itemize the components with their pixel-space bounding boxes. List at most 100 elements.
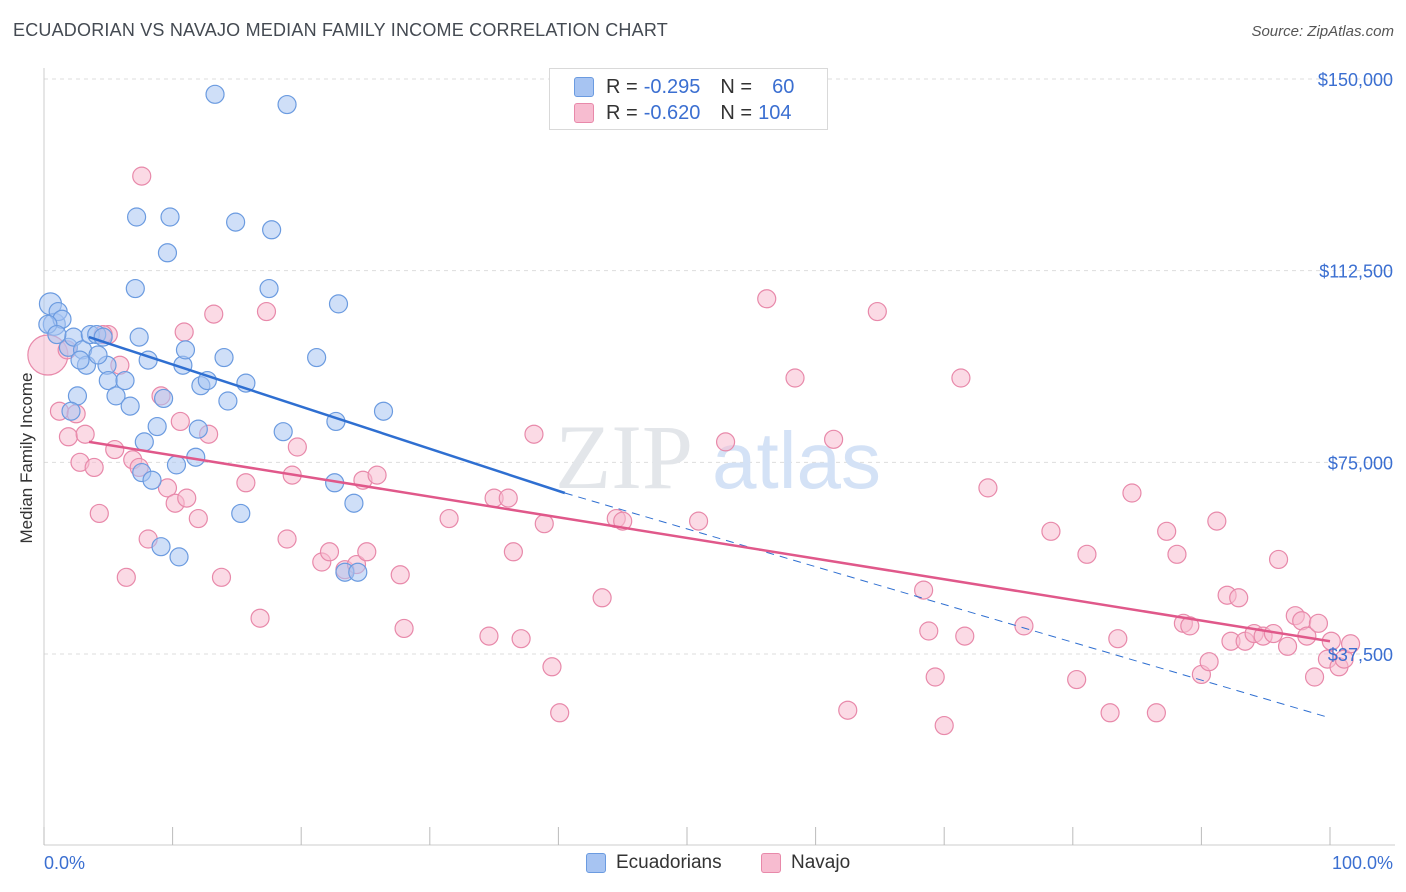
point-navajo	[319, 542, 340, 562]
point-navajo	[250, 608, 270, 628]
tick-labels: $37,500 $75,000 $112,500 $150,000 0.0% 100.0%	[44, 70, 1393, 873]
point-navajo	[867, 301, 887, 322]
legend-n-label: N =	[720, 101, 753, 124]
y-tick-label: $150,000	[1318, 70, 1393, 90]
legend-n-value: 60	[772, 75, 795, 98]
chart-title: ECUADORIAN VS NAVAJO MEDIAN FAMILY INCOM…	[13, 20, 668, 40]
point-navajo	[1122, 483, 1142, 503]
point-navajo	[757, 289, 777, 309]
point-navajo	[390, 565, 410, 585]
point-ecuadorians	[166, 455, 187, 475]
point-navajo	[177, 488, 197, 508]
point-ecuadorians	[120, 396, 140, 416]
point-navajo	[1067, 669, 1087, 690]
point-ecuadorians	[277, 94, 297, 115]
point-navajo	[1308, 613, 1329, 633]
trend-lines	[88, 335, 1331, 719]
point-ecuadorians	[70, 350, 90, 370]
point-navajo	[277, 529, 297, 549]
point-navajo	[542, 657, 562, 677]
point-navajo	[75, 424, 95, 444]
point-navajo	[188, 508, 208, 529]
point-navajo	[1100, 703, 1120, 723]
point-ecuadorians	[125, 278, 145, 299]
point-navajo	[524, 424, 544, 444]
grid-lines	[44, 78, 1395, 655]
point-ecuadorians	[61, 401, 81, 421]
point-navajo	[1157, 521, 1177, 541]
point-navajo	[934, 715, 954, 736]
point-navajo	[84, 457, 104, 478]
data-points	[27, 84, 1361, 736]
series-legend: Ecuadorians Navajo	[0, 852, 1406, 876]
point-ecuadorians	[126, 207, 147, 227]
point-navajo	[170, 411, 190, 432]
point-navajo	[116, 567, 136, 587]
point-navajo	[1277, 636, 1298, 656]
point-ecuadorians	[348, 562, 368, 582]
watermark-atlas: atlas	[712, 416, 881, 505]
point-navajo	[287, 437, 307, 457]
point-navajo	[174, 322, 194, 342]
point-navajo	[919, 621, 939, 641]
series-legend-navajo[interactable]: Navajo	[761, 852, 850, 874]
point-navajo	[256, 301, 277, 322]
point-ecuadorians	[273, 422, 293, 442]
point-navajo	[1180, 616, 1200, 636]
point-navajo	[592, 588, 612, 608]
point-navajo	[105, 439, 125, 460]
point-ecuadorians	[151, 537, 171, 557]
point-navajo	[357, 542, 377, 562]
point-navajo	[204, 304, 224, 324]
point-ecuadorians	[157, 243, 178, 263]
point-navajo	[715, 432, 736, 452]
legend-r-label: R =	[606, 101, 638, 124]
point-ecuadorians	[115, 370, 135, 391]
point-navajo	[511, 629, 531, 649]
point-navajo	[89, 503, 109, 524]
legend-r-value: -0.620	[643, 101, 701, 124]
point-ecuadorians	[231, 503, 251, 524]
legend-n-value: 104	[758, 101, 792, 124]
point-ecuadorians	[134, 432, 154, 452]
point-ecuadorians	[160, 207, 180, 227]
point-ecuadorians	[175, 340, 196, 360]
point-ecuadorians	[214, 347, 234, 368]
point-ecuadorians	[169, 547, 189, 567]
watermark: ZIP atlas	[555, 406, 881, 508]
point-navajo	[1041, 521, 1061, 541]
point-navajo	[132, 166, 152, 186]
point-ecuadorians	[328, 294, 349, 314]
legend-row-navajo: R = -0.620 N = 104	[574, 100, 791, 126]
correlation-legend: R = -0.295 N = 60 R = -0.620 N = 104	[549, 68, 828, 130]
trend-line-navajo	[88, 440, 1331, 643]
point-navajo	[1014, 616, 1034, 636]
y-tick-label: $75,000	[1328, 453, 1393, 473]
point-navajo	[1167, 544, 1187, 564]
point-ecuadorians	[226, 212, 246, 232]
point-ecuadorians	[259, 278, 279, 299]
point-ecuadorians	[129, 327, 149, 347]
point-ecuadorians	[93, 327, 113, 347]
point-ecuadorians	[262, 220, 282, 240]
point-navajo	[1146, 703, 1166, 723]
point-navajo	[1340, 634, 1361, 654]
point-ecuadorians	[188, 419, 208, 439]
point-ecuadorians	[373, 401, 394, 421]
series-legend-ecuadorians[interactable]: Ecuadorians	[586, 852, 722, 874]
series-swatch-navajo	[761, 853, 781, 873]
x-tick-label: 100.0%	[1332, 853, 1393, 873]
point-navajo	[925, 667, 945, 687]
point-navajo	[613, 511, 633, 531]
point-navajo	[1207, 511, 1227, 531]
legend-swatch-ecuadorians	[574, 77, 594, 97]
watermark-zip: ZIP	[555, 406, 693, 508]
series-swatch-ecuadorians	[586, 853, 606, 873]
source-label: Source: ZipAtlas.com	[1251, 23, 1394, 40]
point-ecuadorians	[153, 388, 174, 409]
series-label-ecuadorians: Ecuadorians	[616, 852, 722, 873]
x-tick-label: 0.0%	[44, 853, 85, 873]
point-ecuadorians	[147, 416, 167, 437]
point-navajo	[955, 626, 975, 646]
